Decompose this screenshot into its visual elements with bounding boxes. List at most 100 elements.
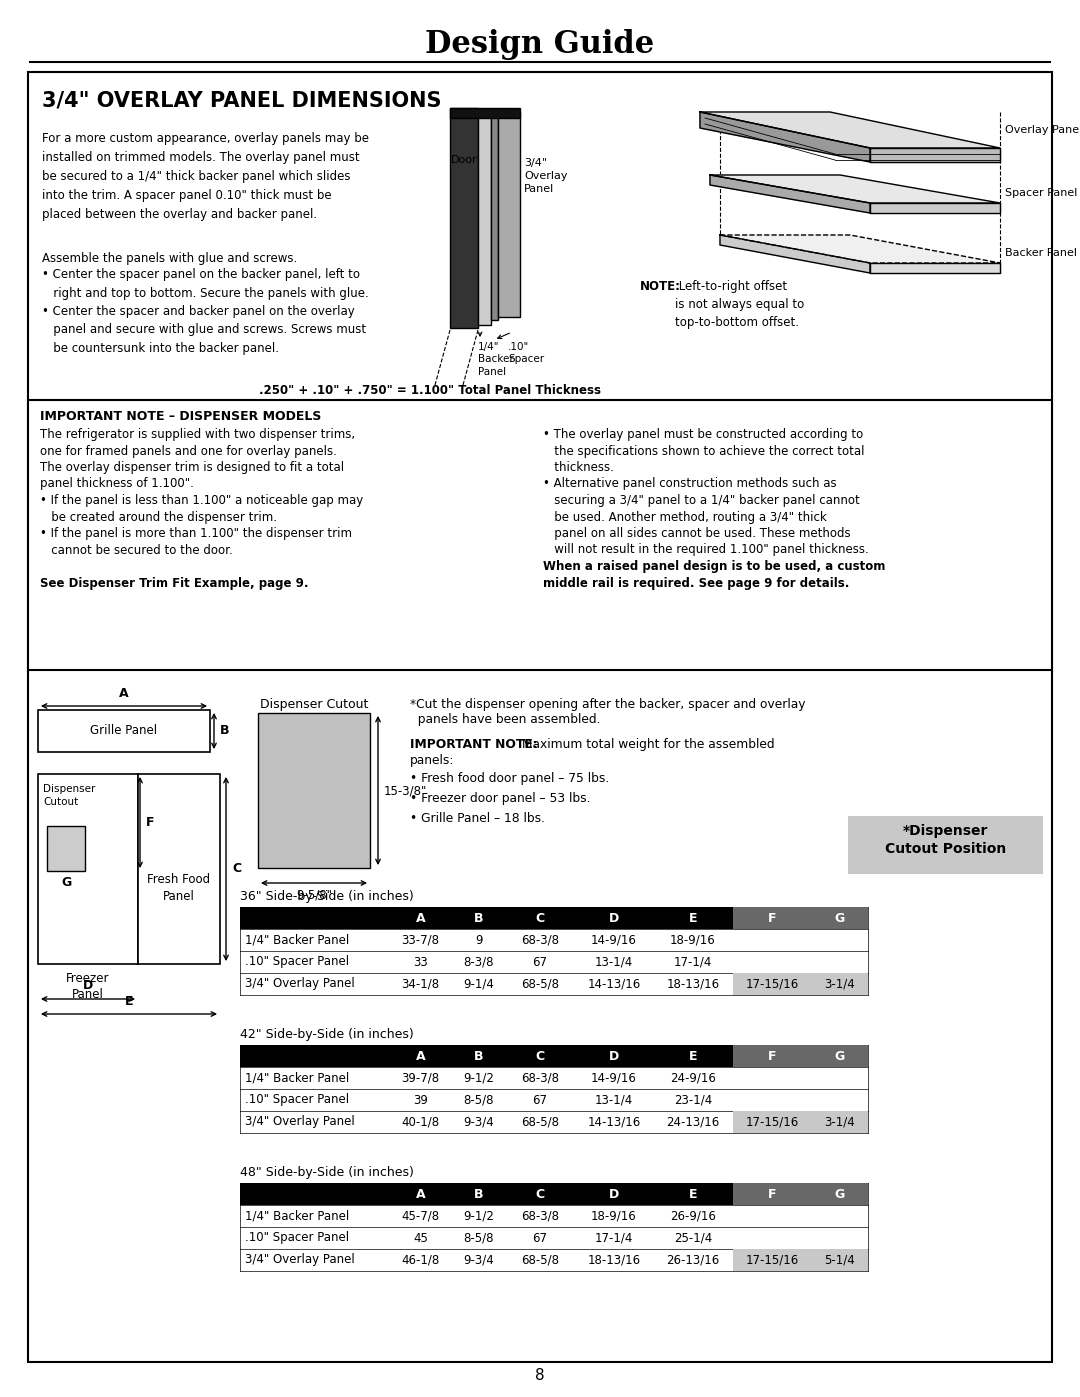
Text: 3-1/4: 3-1/4 [824,978,855,990]
Polygon shape [870,148,1000,162]
Text: one for framed panels and one for overlay panels.: one for framed panels and one for overla… [40,444,337,457]
Text: Left-to-right offset
is not always equal to
top-to-bottom offset.: Left-to-right offset is not always equal… [675,279,805,330]
Text: For a more custom appearance, overlay panels may be
installed on trimmed models.: For a more custom appearance, overlay pa… [42,131,369,221]
Text: 8: 8 [536,1368,544,1383]
Text: Dispenser
Cutout: Dispenser Cutout [43,784,95,807]
Text: Dispenser Cutout: Dispenser Cutout [260,698,368,711]
Text: See Dispenser Trim Fit Example, page 9.: See Dispenser Trim Fit Example, page 9. [40,577,309,590]
Text: D: D [609,1187,619,1200]
Text: G: G [835,911,845,925]
Polygon shape [700,112,1000,148]
Text: 18-9/16: 18-9/16 [670,933,716,947]
Bar [240,1067,868,1090]
Text: G: G [60,876,71,888]
Text: 18-9/16: 18-9/16 [591,1210,637,1222]
Polygon shape [710,175,870,212]
Bar [240,1206,868,1227]
Text: middle rail is required. See page 9 for details.: middle rail is required. See page 9 for … [543,577,849,590]
Text: panel thickness of 1.100".: panel thickness of 1.100". [40,478,194,490]
Bar [240,1090,868,1111]
Text: E: E [689,911,698,925]
Text: 1/4" Backer Panel: 1/4" Backer Panel [245,1071,349,1084]
Text: 68-5/8: 68-5/8 [521,1115,559,1129]
Text: 5-1/4: 5-1/4 [824,1253,855,1267]
Bar [733,907,868,929]
Text: D: D [609,911,619,925]
Text: 3/4" Overlay Panel: 3/4" Overlay Panel [245,1253,354,1267]
Polygon shape [870,263,1000,272]
Text: 13-1/4: 13-1/4 [595,956,633,968]
Text: 68-5/8: 68-5/8 [521,1253,559,1267]
Text: will not result in the required 1.100" panel thickness.: will not result in the required 1.100" p… [543,543,868,556]
Text: The overlay dispenser trim is designed to fit a total: The overlay dispenser trim is designed t… [40,461,345,474]
Text: 17-15/16: 17-15/16 [745,1253,798,1267]
Text: 33-7/8: 33-7/8 [402,933,440,947]
Text: • If the panel is less than 1.100" a noticeable gap may: • If the panel is less than 1.100" a not… [40,495,363,507]
Text: 46-1/8: 46-1/8 [402,1253,440,1267]
Text: Design Guide: Design Guide [426,29,654,60]
Text: 9-1/2: 9-1/2 [463,1071,495,1084]
Text: panels have been assembled.: panels have been assembled. [410,712,600,726]
Text: 67: 67 [532,1232,548,1245]
Text: D: D [609,1049,619,1063]
Text: Grille Panel: Grille Panel [91,725,158,738]
Text: 9: 9 [475,933,483,947]
Text: 40-1/8: 40-1/8 [402,1115,440,1129]
Text: *Cut the dispenser opening after the backer, spacer and overlay: *Cut the dispenser opening after the bac… [410,698,806,711]
Text: Maximum total weight for the assembled: Maximum total weight for the assembled [518,738,774,752]
Text: Fresh Food
Panel: Fresh Food Panel [148,873,211,902]
Text: 33: 33 [414,956,428,968]
Text: 68-3/8: 68-3/8 [521,1071,559,1084]
Text: • Center the spacer panel on the backer panel, left to
   right and top to botto: • Center the spacer panel on the backer … [42,268,368,299]
Text: • If the panel is more than 1.100" the dispenser trim: • If the panel is more than 1.100" the d… [40,527,352,541]
Text: • The overlay panel must be constructed according to: • The overlay panel must be constructed … [543,427,863,441]
Text: .250" + .10" + .750" = 1.100" Total Panel Thickness: .250" + .10" + .750" = 1.100" Total Pane… [259,384,600,397]
Text: G: G [835,1187,845,1200]
Text: G: G [835,1049,845,1063]
Text: Backer Panel: Backer Panel [1005,249,1077,258]
Text: When a raised panel design is to be used, a custom: When a raised panel design is to be used… [543,560,886,573]
Bar [38,774,138,964]
Text: 24-9/16: 24-9/16 [670,1071,716,1084]
Bar [240,907,868,929]
Text: 67: 67 [532,1094,548,1106]
Bar [240,929,868,951]
Text: F: F [768,911,777,925]
Text: D: D [83,979,93,992]
Bar [240,1183,868,1206]
Text: panels:: panels: [410,754,455,767]
Text: 67: 67 [532,956,548,968]
Text: be used. Another method, routing a 3/4" thick: be used. Another method, routing a 3/4" … [543,510,827,524]
Text: 3/4" OVERLAY PANEL DIMENSIONS: 3/4" OVERLAY PANEL DIMENSIONS [42,89,442,110]
Text: 3/4" Overlay Panel: 3/4" Overlay Panel [245,1115,354,1129]
Text: be created around the dispenser trim.: be created around the dispenser trim. [40,510,276,524]
Text: F: F [768,1049,777,1063]
Text: 36" Side-by-Side (in inches): 36" Side-by-Side (in inches) [240,890,414,902]
Text: B: B [474,911,484,925]
Text: • Alternative panel construction methods such as: • Alternative panel construction methods… [543,478,837,490]
Text: 1/4" Backer Panel: 1/4" Backer Panel [245,933,349,947]
Text: Door: Door [450,155,477,165]
Text: B: B [474,1049,484,1063]
Text: F: F [146,816,154,828]
Text: 15-3/8": 15-3/8" [384,784,428,798]
Text: 9-3/4: 9-3/4 [463,1115,495,1129]
Text: 3/4"
Overlay
Panel: 3/4" Overlay Panel [524,158,567,194]
Text: 14-13/16: 14-13/16 [588,1115,640,1129]
Text: .10" Spacer Panel: .10" Spacer Panel [245,956,349,968]
Bar [240,972,868,995]
Bar [450,108,478,328]
Bar [48,826,85,870]
Text: 14-13/16: 14-13/16 [588,978,640,990]
Text: NOTE:: NOTE: [640,279,681,293]
Text: .10" Spacer Panel: .10" Spacer Panel [245,1094,349,1106]
Text: cannot be secured to the door.: cannot be secured to the door. [40,543,233,556]
Text: Overlay Panel: Overlay Panel [1005,124,1080,136]
Polygon shape [720,235,1000,263]
Bar [498,112,519,317]
Bar [733,1183,868,1206]
Text: IMPORTANT NOTE:: IMPORTANT NOTE: [410,738,538,752]
Text: the specifications shown to achieve the correct total: the specifications shown to achieve the … [543,444,864,457]
Bar [240,1111,868,1133]
Text: 24-13/16: 24-13/16 [666,1115,719,1129]
